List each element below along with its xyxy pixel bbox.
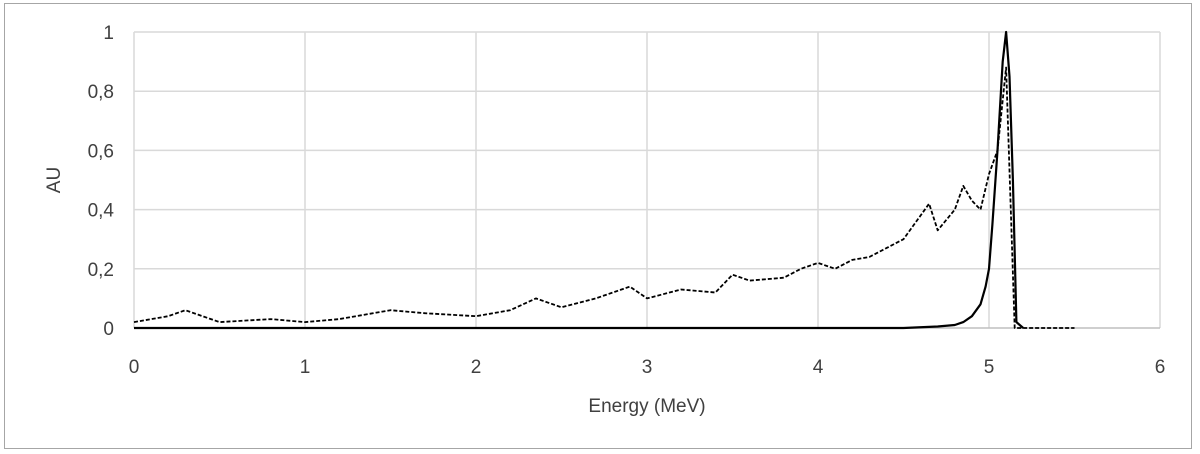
x-tick-label: 0 [129,357,140,378]
y-tick-label: 0,6 [88,141,114,162]
x-tick-label: 5 [984,357,995,378]
dashed-series-line [133,66,1075,329]
x-axis-title: Energy (MeV) [588,396,705,417]
x-tick-label: 2 [471,357,482,378]
x-tick-label: 1 [300,357,311,378]
solid-series-line [134,30,1024,330]
y-tick-label: 0,4 [88,201,115,222]
x-tick-label: 6 [1155,357,1166,378]
y-tick-label: 1 [103,23,114,44]
chart-frame [4,3,1192,449]
y-tick-label: 0,2 [88,260,114,281]
y-tick-label: 0 [103,319,114,340]
series-layer [133,30,1075,330]
x-tick-label: 3 [642,357,653,378]
tick-layer: 0 1 2 3 4 5 6 0 0,2 0,4 0,6 0,8 1 [88,23,1166,378]
x-tick-label: 4 [813,357,824,378]
y-tick-label: 0,8 [88,82,114,103]
y-axis-title: AU [44,167,65,193]
